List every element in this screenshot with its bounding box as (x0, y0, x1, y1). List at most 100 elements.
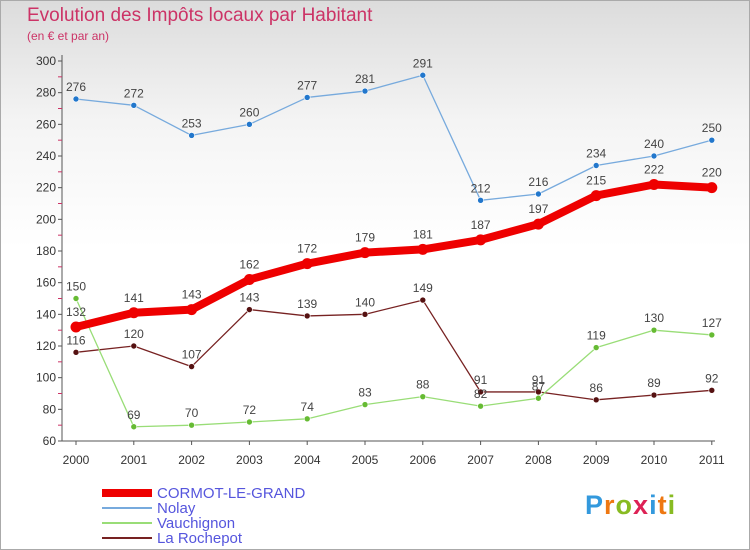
data-point (417, 243, 429, 255)
data-label: 172 (297, 242, 317, 256)
data-point (419, 393, 427, 400)
data-point (246, 306, 253, 313)
data-label: 222 (644, 163, 664, 177)
y-tick-label: 100 (36, 371, 56, 385)
chart-title: Evolution des Impôts locaux par Habitant (27, 5, 373, 26)
legend-label: Nolay (157, 500, 196, 517)
data-label: 240 (644, 137, 664, 151)
data-point (361, 401, 369, 408)
data-label: 91 (474, 373, 488, 387)
data-point (130, 102, 138, 109)
data-label: 69 (127, 408, 141, 422)
data-point (72, 95, 80, 103)
x-tick-label: 2003 (236, 453, 263, 467)
data-label: 143 (182, 288, 202, 302)
data-point (361, 87, 369, 95)
data-point (246, 121, 253, 128)
data-point (590, 190, 602, 202)
data-label: 187 (471, 218, 491, 232)
y-tick-label: 260 (36, 117, 56, 131)
data-point (246, 418, 253, 426)
logo-letter: i (649, 490, 658, 520)
x-tick-label: 2000 (63, 453, 90, 467)
data-point (535, 190, 542, 198)
data-label: 277 (297, 78, 317, 92)
data-point (188, 421, 195, 429)
data-point (475, 234, 487, 246)
data-label: 197 (528, 202, 548, 216)
data-point (130, 423, 138, 431)
x-tick-label: 2001 (120, 453, 147, 467)
logo-letter: r (604, 490, 616, 520)
data-label: 86 (590, 381, 604, 395)
logo-letter: i (667, 490, 677, 520)
axes: 60 80 100 120 140 160 180 200 220 240 260 280 300 200… (36, 54, 725, 467)
data-point (535, 394, 542, 402)
series-line (75, 299, 713, 401)
y-tick-label: 120 (36, 339, 56, 353)
y-tick-label: 240 (36, 149, 56, 163)
data-point (592, 344, 600, 351)
data-label: 143 (239, 291, 259, 305)
x-tick-label: 2004 (294, 453, 321, 467)
y-tick-label: 280 (36, 86, 56, 100)
data-label: 253 (182, 116, 202, 130)
data-label: 127 (702, 316, 722, 330)
data-point (592, 162, 600, 169)
chart-subtitle: (en € et par an) (27, 29, 110, 43)
data-point (303, 415, 311, 423)
data-label: 91 (532, 373, 546, 387)
data-labels-layer: 132 141 143 162 172 179 181 187 197 215 222 220 276 2… (66, 56, 722, 422)
data-label: 179 (355, 231, 375, 245)
x-tick-label: 2007 (467, 453, 494, 467)
x-tick-label: 2010 (641, 453, 668, 467)
series-cormot-le-grand (70, 179, 718, 333)
data-point (477, 197, 484, 204)
logo-letter: x (633, 490, 650, 520)
series-line (72, 180, 716, 331)
data-point (419, 296, 427, 304)
data-label: 291 (413, 56, 433, 70)
data-point (648, 179, 660, 190)
data-label: 234 (586, 147, 606, 161)
data-point (303, 94, 311, 101)
y-tick-label: 180 (36, 244, 56, 258)
logo-letter: t (657, 490, 668, 520)
data-label: 250 (702, 121, 722, 135)
data-label: 220 (702, 166, 722, 180)
data-point (532, 218, 544, 230)
data-label: 72 (243, 403, 257, 417)
data-point (708, 331, 716, 339)
data-label: 132 (66, 305, 86, 319)
series-vauchignon (72, 295, 716, 431)
data-point (592, 396, 600, 404)
data-point (477, 402, 484, 410)
data-label: 107 (182, 348, 202, 362)
y-tick-label: 160 (36, 276, 56, 290)
data-label: 141 (124, 291, 144, 305)
data-label: 87 (532, 379, 546, 393)
data-point (301, 258, 313, 270)
data-point (477, 388, 484, 396)
data-point (650, 391, 658, 399)
data-label: 276 (66, 80, 86, 94)
legend-label: Vauchignon (157, 515, 235, 532)
data-point (72, 349, 80, 356)
data-label: 139 (297, 297, 317, 311)
data-label: 70 (185, 406, 199, 420)
data-point (419, 71, 427, 79)
data-label: 212 (471, 181, 491, 195)
data-point (130, 342, 138, 350)
data-label: 149 (413, 281, 433, 295)
data-label: 181 (413, 227, 433, 241)
x-tick-label: 2006 (409, 453, 436, 467)
x-tick-label: 2005 (352, 453, 379, 467)
data-label: 119 (587, 329, 606, 343)
legend-label: CORMOT-LE-GRAND (157, 485, 306, 502)
data-point (72, 295, 80, 302)
y-tick-label: 140 (36, 307, 56, 321)
data-label: 83 (358, 386, 372, 400)
data-label: 162 (239, 258, 259, 272)
